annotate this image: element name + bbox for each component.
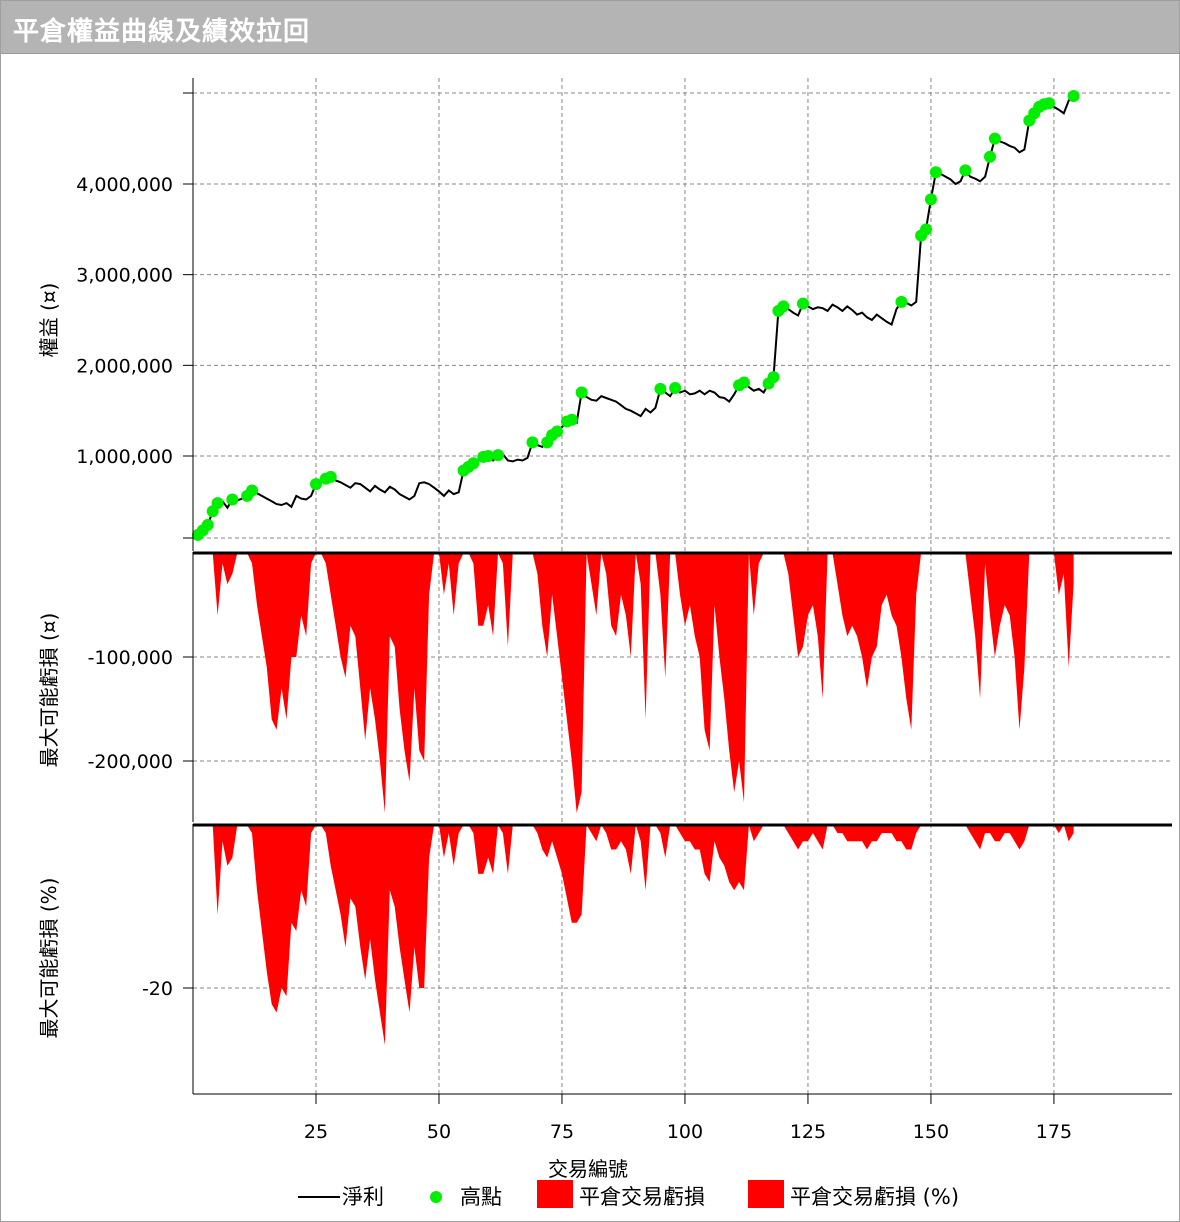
high-point — [482, 450, 495, 462]
high-point — [551, 425, 564, 438]
legend-item: 高點 — [430, 1185, 502, 1209]
equity-ylabel: 權益 (¤) — [37, 283, 61, 358]
high-point — [797, 297, 810, 310]
x-axis-title: 交易編號 — [548, 1157, 628, 1181]
y-tick-label: -100,000 — [88, 647, 173, 669]
legend: 淨利 高點 平倉交易虧損 平倉交易虧損 (%) — [298, 1180, 959, 1209]
high-point — [211, 497, 224, 510]
high-point — [988, 132, 1001, 145]
high-point — [669, 382, 682, 394]
high-point — [309, 478, 322, 491]
legend-box-swatch — [748, 1180, 784, 1208]
high-point — [1043, 97, 1056, 110]
high-point — [324, 470, 337, 483]
high-point — [654, 382, 667, 395]
high-point — [201, 518, 214, 531]
x-tick-label: 125 — [790, 1121, 826, 1143]
panel-drawdown_abs: -100,000 -200,000 — [88, 551, 1172, 822]
high-point — [959, 164, 972, 177]
x-tick-label: 150 — [913, 1121, 949, 1143]
title-bar: 平倉權益曲線及績效拉回 — [1, 1, 1179, 54]
high-point — [895, 295, 908, 308]
panel-equity: 1,000,000 2,000,000 3,000,000 4,000,000 — [76, 78, 1172, 551]
legend-item: 平倉交易虧損 — [537, 1180, 705, 1209]
legend-box-swatch — [537, 1180, 573, 1208]
panel-drawdown_pct: -20 — [142, 823, 1172, 1094]
legend-label: 淨利 — [342, 1185, 384, 1209]
x-tick-label: 50 — [427, 1121, 451, 1143]
equity-line — [197, 95, 1075, 536]
high-point — [467, 457, 480, 470]
high-point — [526, 436, 539, 449]
drawdown-pct-ylabel: 最大可能虧損 (%) — [37, 878, 61, 1039]
high-point — [924, 193, 937, 206]
legend-label: 平倉交易虧損 (%) — [790, 1185, 959, 1209]
legend-dot-swatch — [430, 1191, 442, 1203]
legend-label: 高點 — [460, 1185, 502, 1209]
legend-label: 平倉交易虧損 — [579, 1185, 705, 1209]
x-tick-label: 25 — [304, 1121, 328, 1143]
drawdown_abs-area — [197, 553, 1074, 813]
y-tick-label: 1,000,000 — [76, 446, 173, 468]
x-tick-label: 175 — [1036, 1121, 1072, 1143]
high-point — [983, 150, 996, 163]
high-point — [929, 166, 942, 179]
x-tick-label: 75 — [550, 1121, 574, 1143]
high-point — [920, 223, 933, 236]
y-tick-label: -20 — [142, 978, 173, 1000]
legend-item: 淨利 — [298, 1185, 384, 1209]
high-point — [246, 484, 259, 497]
high-point — [767, 371, 780, 384]
high-point — [226, 493, 239, 506]
high-point — [575, 386, 588, 399]
y-tick-label: -200,000 — [88, 751, 173, 773]
y-tick-label: 4,000,000 — [76, 174, 173, 196]
x-tick-label: 100 — [667, 1121, 703, 1143]
drawdown_pct-area — [197, 825, 1074, 1045]
high-point — [737, 376, 750, 389]
high-point — [565, 413, 578, 426]
high-point — [1067, 90, 1080, 103]
drawdown-abs-ylabel: 最大可能虧損 (¤) — [37, 613, 61, 768]
high-point — [492, 449, 505, 462]
legend-item: 平倉交易虧損 (%) — [748, 1180, 959, 1209]
window-title: 平倉權益曲線及績效拉回 — [13, 17, 311, 47]
high-point — [777, 300, 790, 313]
y-tick-label: 3,000,000 — [76, 265, 173, 287]
y-tick-label: 2,000,000 — [76, 355, 173, 377]
